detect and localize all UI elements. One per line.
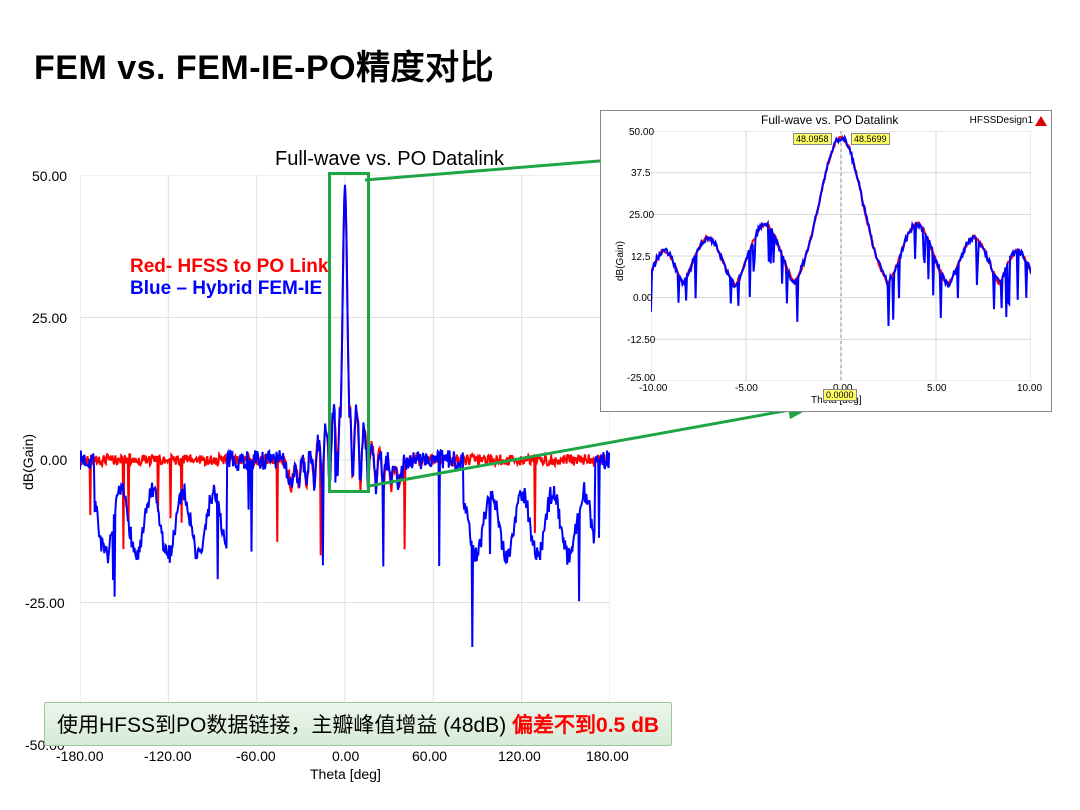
theta-marker: 0.0000	[823, 389, 857, 401]
xtick: -180.00	[56, 748, 103, 764]
main-ylabel: dB(Gain)	[20, 434, 36, 490]
legend-red: Red- HFSS to PO Link	[130, 256, 328, 278]
inset-title: Full-wave vs. PO Datalink	[761, 113, 898, 127]
inset-design-label: HFSSDesign1	[970, 115, 1033, 126]
inset-ytick: 25.00	[629, 210, 654, 221]
inset-xtick: -5.00	[735, 383, 758, 394]
xtick: 180.00	[586, 748, 629, 764]
ytick: 0.00	[40, 452, 67, 468]
inset-xtick: 10.00	[1017, 383, 1042, 394]
arrow-bottom	[367, 400, 827, 490]
ytick: 50.00	[32, 168, 67, 184]
callout-text: 使用HFSS到PO数据链接，主瓣峰值增益 (48dB)	[57, 714, 512, 737]
ytick: 25.00	[32, 310, 67, 326]
ytick: -25.00	[25, 595, 65, 611]
xtick: -120.00	[144, 748, 191, 764]
inset-ytick: 37.5	[631, 168, 650, 179]
inset-chart: Full-wave vs. PO Datalink HFSSDesign1 5	[600, 110, 1052, 412]
inset-ylabel: dB(Gain)	[615, 241, 626, 281]
xtick: 0.00	[332, 748, 359, 764]
inset-ytick: 12.5	[631, 252, 650, 263]
legend-blue: Blue – Hybrid FEM-IE	[130, 278, 322, 300]
inset-ytick: -12.50	[627, 335, 655, 346]
inset-xtick: -10.00	[639, 383, 667, 394]
callout-box: 使用HFSS到PO数据链接，主瓣峰值增益 (48dB) 偏差不到0.5 dB	[44, 702, 672, 746]
main-xlabel: Theta [deg]	[310, 766, 381, 782]
design-triangle-icon	[1035, 116, 1047, 126]
peak-marker-1: 48.0958	[793, 133, 832, 145]
peak-marker-2: 48.5699	[851, 133, 890, 145]
xtick: 120.00	[498, 748, 541, 764]
inset-ytick: 50.00	[629, 127, 654, 138]
xtick: 60.00	[412, 748, 447, 764]
highlight-box	[328, 172, 370, 493]
slide-title: FEM vs. FEM-IE-PO精度对比	[34, 40, 494, 89]
inset-plot	[651, 131, 1031, 381]
callout-text-red: 偏差不到0.5 dB	[512, 714, 659, 737]
inset-ytick: 0.00	[633, 293, 652, 304]
inset-xtick: 5.00	[927, 383, 946, 394]
xtick: -60.00	[236, 748, 276, 764]
